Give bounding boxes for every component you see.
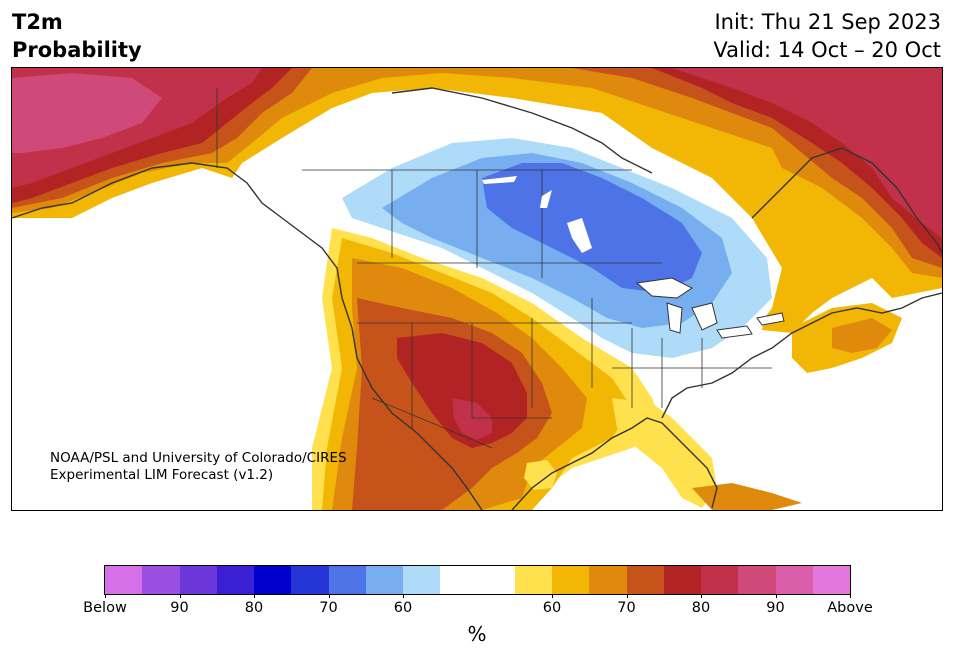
colorbar-segment — [328, 566, 366, 594]
title-line-1: T2m — [12, 10, 63, 34]
shade-region — [482, 163, 702, 293]
colorbar-segment — [701, 566, 739, 594]
colorbar-segment — [812, 566, 850, 594]
title-line-2: Probability — [12, 38, 142, 62]
colorbar-tick-label: 60 — [393, 600, 413, 616]
colorbar-tick-label: Above — [827, 600, 873, 616]
lake — [482, 176, 517, 184]
colorbar-tick-mark — [105, 594, 106, 598]
shade-region — [397, 333, 527, 448]
colorbar-segment — [365, 566, 403, 594]
shade-region — [692, 483, 802, 510]
map-title: T2m Probability — [12, 8, 142, 64]
forecast-dates: Init: Thu 21 Sep 2023 Valid: 14 Oct – 20… — [713, 8, 941, 64]
colorbar-segment — [775, 566, 813, 594]
colorbar-tick-mark — [179, 594, 181, 598]
colorbar-tick-mark — [701, 594, 702, 598]
valid-range: Valid: 14 Oct – 20 Oct — [713, 38, 941, 62]
colorbar-unit-label: % — [467, 622, 487, 646]
colorbar-tick-label: Below — [83, 600, 127, 616]
colorbar-segment — [403, 566, 441, 594]
colorbar-tick-mark — [254, 594, 255, 598]
colorbar — [104, 565, 851, 595]
colorbar-segment — [254, 566, 292, 594]
coastlines — [12, 87, 942, 510]
colorbar-tick-label: 60 — [542, 600, 562, 616]
colorbar-tick-label: 70 — [319, 600, 338, 616]
credit-line-2: Experimental LIM Forecast (v1.2) — [50, 467, 274, 483]
shade-region — [524, 460, 557, 490]
credit-line-1: NOAA/PSL and University of Colorado/CIRE… — [50, 450, 347, 466]
colorbar-tick-mark — [328, 594, 330, 598]
borders — [216, 88, 772, 449]
colorbar-segment — [514, 566, 552, 594]
colorbar-segment — [552, 566, 590, 594]
colorbar-tick-mark — [552, 594, 553, 598]
colorbar-tick-label: 90 — [170, 600, 189, 616]
colorbar-segment — [179, 566, 217, 594]
colorbar-segment — [477, 566, 515, 594]
colorbar-tick-label: 80 — [244, 600, 264, 616]
colorbar-tick-mark — [626, 594, 628, 598]
colorbar-segment — [216, 566, 254, 594]
shade-region — [12, 73, 162, 153]
colorbar-segment — [291, 566, 329, 594]
colorbar-tick-label: 80 — [691, 600, 711, 616]
init-date: Init: Thu 21 Sep 2023 — [714, 10, 941, 34]
colorbar-tick-mark — [775, 594, 777, 598]
colorbar-segment — [738, 566, 776, 594]
colorbar-tick-mark — [850, 594, 851, 598]
shade-region — [612, 398, 717, 508]
colorbar-segment — [626, 566, 664, 594]
lake — [540, 190, 552, 208]
colorbar-segment — [105, 566, 143, 594]
colorbar-segment — [440, 566, 478, 594]
map-svg — [12, 68, 942, 510]
colorbar-segment — [142, 566, 180, 594]
shade-region — [832, 318, 892, 353]
colorbar-tick-mark — [403, 594, 404, 598]
colorbar-tick-label: 70 — [617, 600, 636, 616]
forecast-map: NOAA/PSL and University of Colorado/CIRE… — [11, 67, 943, 511]
colorbar-segment — [589, 566, 627, 594]
shade-region — [12, 68, 942, 268]
colorbar-segment — [663, 566, 701, 594]
lake — [567, 218, 592, 253]
colorbar-tick-label: 90 — [766, 600, 785, 616]
great-lakes — [635, 277, 785, 339]
shade-region — [452, 398, 492, 440]
lake — [362, 118, 422, 130]
